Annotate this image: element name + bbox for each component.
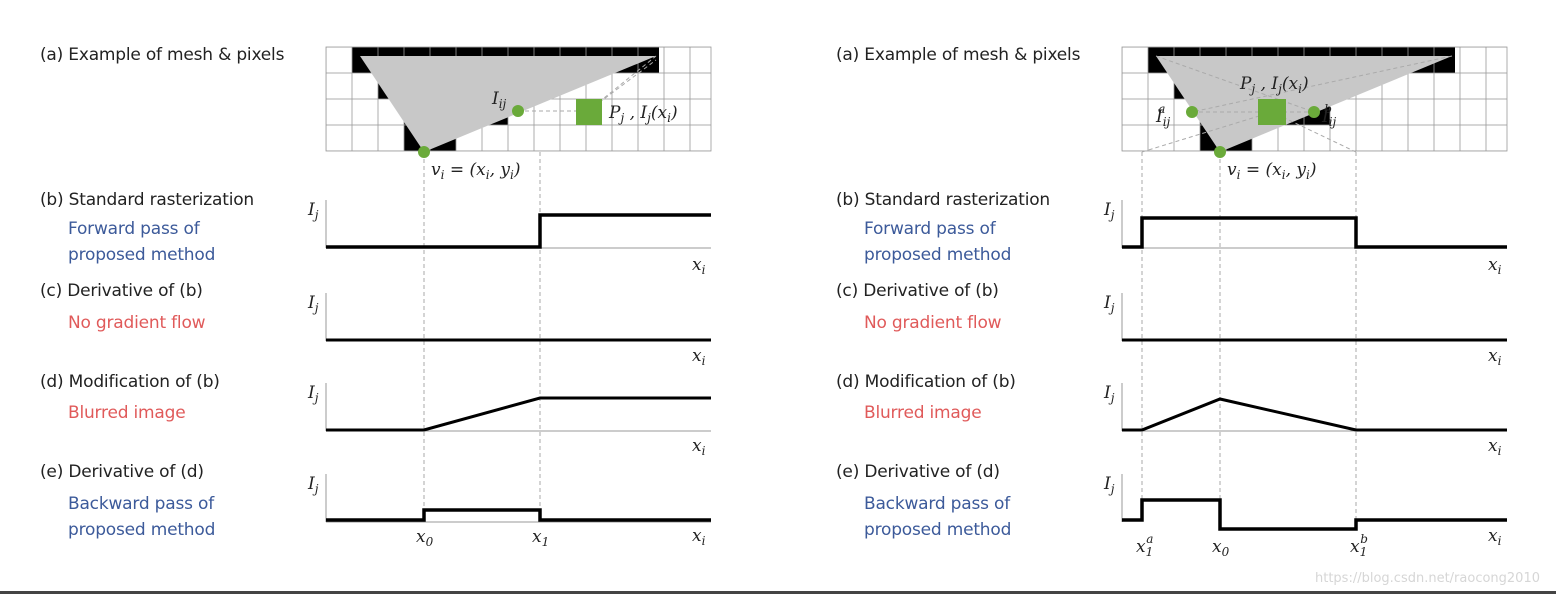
left-c-label: (c) Derivative of (b) (40, 281, 203, 301)
left-plot-d: Ij xi (307, 383, 711, 458)
right-tick-x0: x0 (1212, 537, 1230, 559)
left-vi-label: vi = (xi, yi) (431, 160, 520, 182)
right-plot-b: Ij xi (1103, 200, 1507, 277)
right-point-Iija (1186, 106, 1198, 118)
left-e-sub2: proposed method (68, 520, 216, 540)
left-plot-e: Ij xi x0 x1 (307, 474, 711, 549)
svg-text:xi: xi (692, 436, 706, 458)
watermark: https://blog.csdn.net/raocong2010 (1315, 571, 1540, 586)
right-triangle (1156, 56, 1452, 152)
right-Pj-label: Pj , Ij(xi) (1239, 74, 1309, 96)
svg-text:xi: xi (692, 255, 706, 277)
right-plot-d: Ij xi (1103, 383, 1507, 458)
svg-text:Ij: Ij (307, 200, 319, 222)
svg-text:Ij: Ij (307, 383, 319, 405)
left-pixel-Pj (576, 99, 602, 125)
svg-text:Ij: Ij (1103, 383, 1115, 405)
svg-text:Ij: Ij (1103, 200, 1115, 222)
right-tick-x1b: x1b (1350, 532, 1368, 559)
right-b-label: (b) Standard rasterization (836, 190, 1051, 210)
right-mesh: Pj , Ij(xi) Iija Iijb vi = (xi, yi) (1121, 46, 1508, 520)
left-d-sub: Blurred image (68, 403, 186, 423)
left-a-label: (a) Example of mesh & pixels (40, 45, 285, 65)
right-tick-x1a: x1a (1136, 532, 1153, 559)
left-tick-x1: x1 (532, 527, 549, 549)
right-point-Iijb (1308, 106, 1320, 118)
right-a-label: (a) Example of mesh & pixels (836, 45, 1081, 65)
left-c-sub: No gradient flow (68, 313, 206, 333)
right-e-sub2: proposed method (864, 520, 1012, 540)
left-plot-c: Ij xi (307, 293, 711, 368)
right-e-sub1: Backward pass of (864, 494, 1010, 514)
left-b-label: (b) Standard rasterization (40, 190, 255, 210)
left-b-sub2: proposed method (68, 245, 216, 265)
right-b-sub2: proposed method (864, 245, 1012, 265)
left-vertex-vi (418, 146, 430, 158)
right-plot-c: Ij xi (1103, 293, 1507, 368)
svg-text:xi: xi (692, 526, 706, 548)
left-plot-b: Ij xi (307, 200, 711, 277)
left-triangle (360, 56, 656, 152)
left-mesh: Iij Pj , Ij(xi) vi = (xi, yi) (325, 46, 712, 522)
left-point-Iij (512, 105, 524, 117)
left-tick-x0: x0 (416, 527, 434, 549)
right-d-label: (d) Modification of (b) (836, 372, 1016, 392)
right-e-label: (e) Derivative of (d) (836, 462, 1000, 482)
left-b-sub1: Forward pass of (68, 219, 200, 239)
bottom-border (0, 591, 1556, 594)
left-e-label: (e) Derivative of (d) (40, 462, 204, 482)
right-c-label: (c) Derivative of (b) (836, 281, 999, 301)
right-c-sub: No gradient flow (864, 313, 1002, 333)
svg-text:Ij: Ij (1103, 474, 1115, 496)
svg-text:xi: xi (692, 346, 706, 368)
svg-text:Ij: Ij (307, 474, 319, 496)
svg-text:xi: xi (1488, 346, 1502, 368)
left-Pj-label: Pj , Ij(xi) (608, 103, 678, 125)
right-b-sub1: Forward pass of (864, 219, 996, 239)
left-d-label: (d) Modification of (b) (40, 372, 220, 392)
left-e-sub1: Backward pass of (68, 494, 214, 514)
right-d-sub: Blurred image (864, 403, 982, 423)
right-vertex-vi (1214, 146, 1226, 158)
right-pixel-Pj (1258, 99, 1286, 125)
svg-text:Ij: Ij (307, 293, 319, 315)
svg-text:xi: xi (1488, 436, 1502, 458)
right-plot-e: Ij xi x1a x0 x1b (1103, 474, 1507, 559)
svg-text:Ij: Ij (1103, 293, 1115, 315)
svg-text:xi: xi (1488, 255, 1502, 277)
right-vi-label: vi = (xi, yi) (1227, 160, 1316, 182)
svg-text:xi: xi (1488, 526, 1502, 548)
